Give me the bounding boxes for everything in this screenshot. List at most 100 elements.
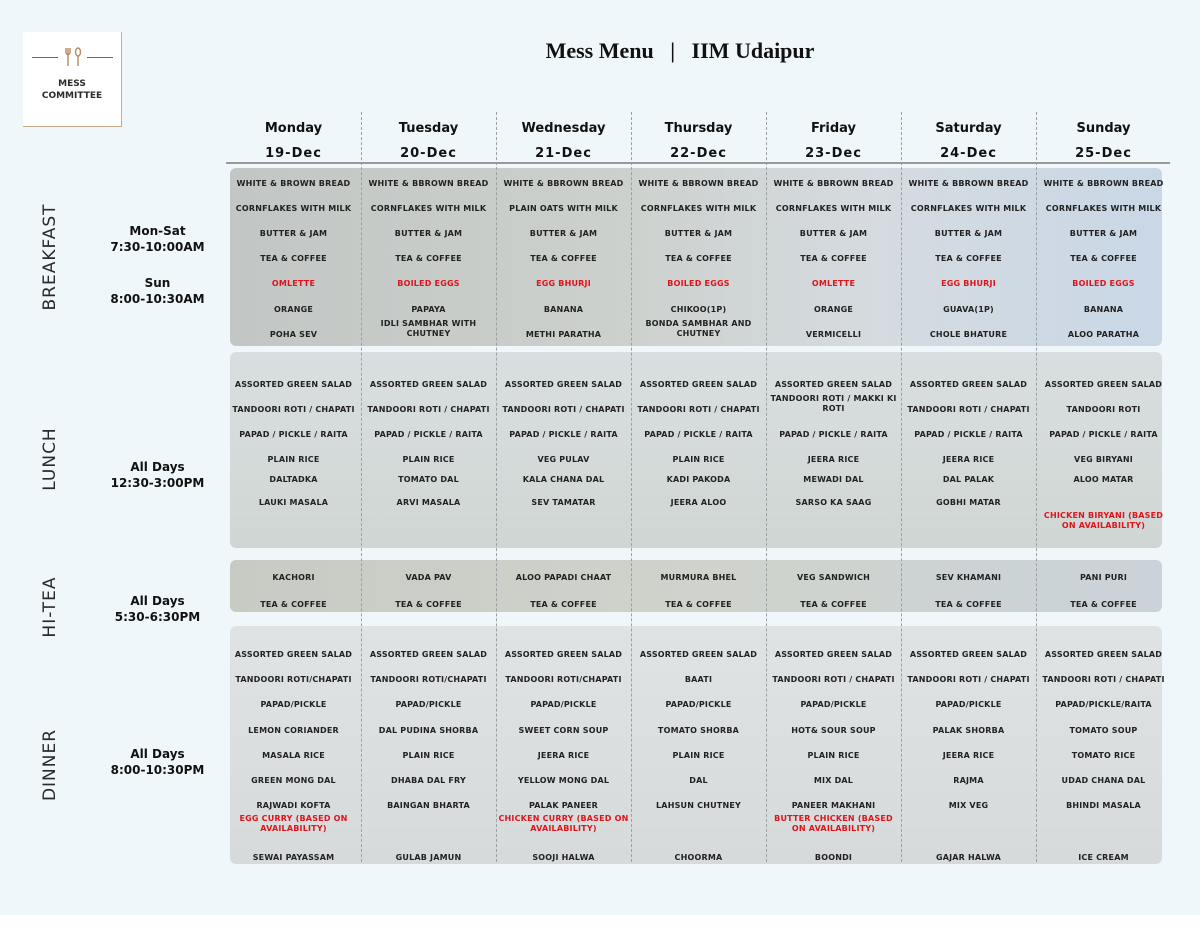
menu-item-dinner: MIX DAL bbox=[813, 776, 854, 785]
menu-item-dinner: MASALA RICE bbox=[262, 751, 325, 760]
menu-item-lunch: PAPAD / PICKLE / RAITA bbox=[779, 430, 888, 439]
day-name: Friday bbox=[810, 121, 857, 136]
menu-item-lunch: SEV TAMATAR bbox=[531, 498, 596, 507]
menu-item-breakfast: BOILED EGGS bbox=[667, 279, 730, 288]
menu-item-dinner: HOT& SOUR SOUP bbox=[791, 726, 876, 735]
menu-item-dinner: CHOORMA bbox=[674, 853, 723, 862]
day-date: 19-Dec bbox=[265, 146, 322, 161]
menu-item-breakfast: CHOLE BHATURE bbox=[929, 330, 1008, 339]
menu-item-breakfast: EGG BHURJI bbox=[536, 279, 591, 288]
logo-line1: MESS bbox=[58, 79, 86, 89]
logo-line-left bbox=[32, 57, 58, 58]
menu-item-breakfast: POHA SEV bbox=[269, 330, 318, 339]
menu-item-lunch: PAPAD / PICKLE / RAITA bbox=[914, 430, 1023, 439]
menu-item-dinner: PLAIN RICE bbox=[672, 751, 725, 760]
menu-item-dinner: TOMATO RICE bbox=[1071, 751, 1136, 760]
menu-item-hitea: TEA & COFFEE bbox=[395, 600, 462, 609]
section-label-hitea: HI-TEA bbox=[40, 576, 60, 638]
menu-item-lunch: ASSORTED GREEN SALAD bbox=[909, 380, 1028, 389]
timing-lunch: All Days 12:30-3:00PM bbox=[100, 459, 215, 491]
menu-item-dinner: PAPAD/PICKLE bbox=[260, 700, 327, 709]
menu-item-dinner: TANDOORI ROTI/CHAPATI bbox=[235, 675, 352, 684]
menu-item-dinner: BAATI bbox=[684, 675, 713, 684]
menu-item-dinner: RAJWADI KOFTA bbox=[256, 801, 331, 810]
menu-item-dinner: DHABA DAL FRY bbox=[391, 776, 466, 785]
menu-item-hitea: MURMURA BHEL bbox=[660, 573, 737, 582]
section-label-breakfast: BREAKFAST bbox=[40, 203, 60, 311]
menu-item-dinner: TOMATO SHORBA bbox=[657, 726, 740, 735]
menu-item-breakfast: TEA & COFFEE bbox=[665, 254, 732, 263]
menu-item-dinner: PAPAD/PICKLE bbox=[935, 700, 1002, 709]
menu-item-lunch: DAL PALAK bbox=[942, 475, 995, 484]
menu-item-breakfast: EGG BHURJI bbox=[941, 279, 996, 288]
menu-item-dinner: EGG CURRY (BASED ON AVAILABILITY) bbox=[239, 814, 348, 833]
menu-item-dinner: PAPAD/PICKLE bbox=[395, 700, 462, 709]
menu-item-lunch: TANDOORI ROTI / CHAPATI bbox=[502, 405, 625, 414]
menu-item-breakfast: WHITE & BBROWN BREAD bbox=[638, 179, 759, 188]
menu-item-dinner: PAPAD/PICKLE bbox=[530, 700, 597, 709]
day-name: Thursday bbox=[664, 121, 733, 136]
menu-item-lunch: ASSORTED GREEN SALAD bbox=[234, 380, 353, 389]
menu-item-breakfast: BANANA bbox=[543, 305, 584, 314]
menu-item-dinner: TOMATO SOUP bbox=[1069, 726, 1138, 735]
menu-item-lunch: ASSORTED GREEN SALAD bbox=[1044, 380, 1163, 389]
menu-item-lunch: TANDOORI ROTI / CHAPATI bbox=[637, 405, 760, 414]
menu-item-breakfast: CORNFLAKES WITH MILK bbox=[640, 204, 757, 213]
menu-item-lunch: TOMATO DAL bbox=[398, 475, 459, 484]
menu-item-breakfast: TEA & COFFEE bbox=[530, 254, 597, 263]
timing-title: Mon-Sat bbox=[129, 224, 186, 238]
menu-item-breakfast: CORNFLAKES WITH MILK bbox=[370, 204, 487, 213]
menu-item-dinner: ASSORTED GREEN SALAD bbox=[369, 650, 488, 659]
menu-item-hitea: TEA & COFFEE bbox=[935, 600, 1002, 609]
day-date: 23-Dec bbox=[805, 146, 862, 161]
menu-item-hitea: TEA & COFFEE bbox=[260, 600, 327, 609]
timing-title: All Days bbox=[130, 460, 185, 474]
menu-item-dinner: SWEET CORN SOUP bbox=[518, 726, 609, 735]
menu-item-lunch: KADI PAKODA bbox=[666, 475, 731, 484]
menu-item-breakfast: BOILED EGGS bbox=[397, 279, 460, 288]
menu-item-hitea: KACHORI bbox=[272, 573, 315, 582]
menu-item-breakfast: WHITE & BBROWN BREAD bbox=[503, 179, 624, 188]
menu-item-breakfast: WHITE & BBROWN BREAD bbox=[908, 179, 1029, 188]
menu-item-breakfast: WHITE & BROWN BREAD bbox=[236, 179, 351, 188]
day-date: 25-Dec bbox=[1075, 146, 1132, 161]
menu-item-dinner: SEWAI PAYASSAM bbox=[252, 853, 335, 862]
menu-item-dinner: PANEER MAKHANI bbox=[791, 801, 876, 810]
menu-item-dinner: PAPAD/PICKLE/RAITA bbox=[1055, 700, 1152, 709]
menu-item-breakfast: CORNFLAKES WITH MILK bbox=[1045, 204, 1162, 213]
day-name: Wednesday bbox=[521, 121, 606, 136]
menu-item-breakfast: TEA & COFFEE bbox=[935, 254, 1002, 263]
menu-item-dinner: ASSORTED GREEN SALAD bbox=[504, 650, 623, 659]
menu-item-lunch: SARSO KA SAAG bbox=[795, 498, 872, 507]
menu-item-lunch: KALA CHANA DAL bbox=[522, 475, 605, 484]
menu-item-lunch: TANDOORI ROTI / CHAPATI bbox=[907, 405, 1030, 414]
menu-item-breakfast: BUTTER & JAM bbox=[934, 229, 1003, 238]
menu-item-breakfast: BOILED EGGS bbox=[1072, 279, 1135, 288]
timing-time: 8:00-10:30AM bbox=[110, 292, 205, 306]
band-breakfast bbox=[230, 168, 1162, 346]
day-date: 22-Dec bbox=[670, 146, 727, 161]
menu-item-breakfast: WHITE & BBROWN BREAD bbox=[773, 179, 894, 188]
menu-item-hitea: ALOO PAPADI CHAAT bbox=[515, 573, 612, 582]
menu-item-dinner: BHINDI MASALA bbox=[1066, 801, 1141, 810]
menu-item-dinner: JEERA RICE bbox=[537, 751, 590, 760]
menu-item-dinner: ICE CREAM bbox=[1078, 853, 1129, 862]
menu-item-breakfast: CORNFLAKES WITH MILK bbox=[775, 204, 892, 213]
menu-item-lunch: TANDOORI ROTI / CHAPATI bbox=[232, 405, 355, 414]
timing-time: 8:00-10:30PM bbox=[110, 763, 205, 777]
menu-item-dinner: ASSORTED GREEN SALAD bbox=[639, 650, 758, 659]
day-name: Tuesday bbox=[398, 121, 459, 136]
menu-item-lunch: JEERA ALOO bbox=[670, 498, 727, 507]
day-name: Monday bbox=[264, 121, 323, 136]
menu-item-lunch: PAPAD / PICKLE / RAITA bbox=[509, 430, 618, 439]
menu-item-breakfast: GUAVA(1P) bbox=[943, 305, 994, 314]
menu-item-lunch: MEWADI DAL bbox=[803, 475, 864, 484]
menu-item-hitea: SEV KHAMANI bbox=[935, 573, 1002, 582]
menu-item-breakfast: CORNFLAKES WITH MILK bbox=[235, 204, 352, 213]
menu-item-breakfast: TEA & COFFEE bbox=[260, 254, 327, 263]
menu-item-dinner: ASSORTED GREEN SALAD bbox=[774, 650, 893, 659]
bottom-strip bbox=[0, 915, 1200, 927]
menu-item-lunch: PAPAD / PICKLE / RAITA bbox=[644, 430, 753, 439]
menu-item-breakfast: CORNFLAKES WITH MILK bbox=[910, 204, 1027, 213]
